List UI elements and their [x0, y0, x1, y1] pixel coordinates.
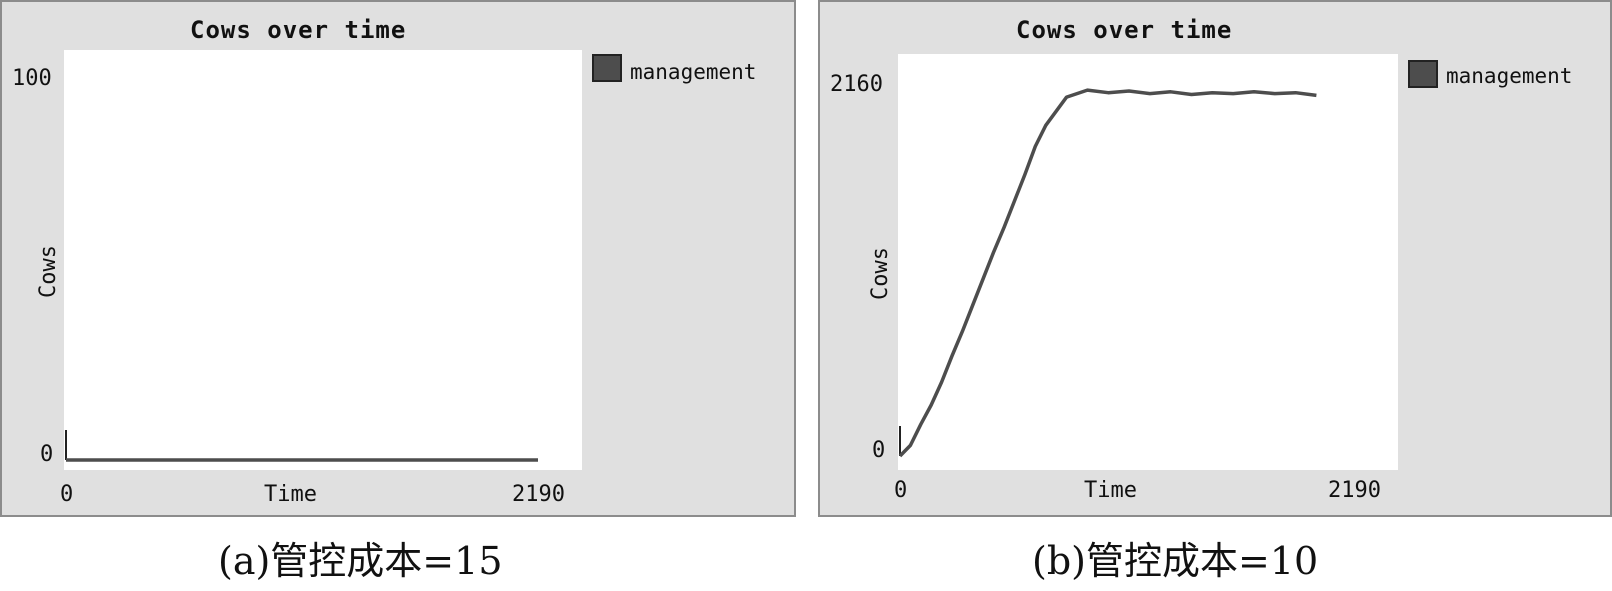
x-tick-label-min: 0: [60, 482, 74, 507]
x-tick-label-max: 2190: [512, 482, 565, 507]
plot-area: [64, 50, 582, 470]
chart-panel-b: Cows over time 2160 0 0 2190 Time Cows m…: [818, 0, 1612, 517]
y-tick-label-min: 0: [872, 438, 886, 463]
y-tick-label-max: 100: [12, 66, 52, 91]
series-line-management: [898, 88, 1317, 458]
y-axis-title: Cows: [868, 247, 893, 300]
y-tick-label-max: 2160: [830, 72, 883, 97]
plot-svg: [65, 430, 538, 462]
chart-title: Cows over time: [1016, 16, 1233, 44]
chart-panel-a: Cows over time 100 0 0 2190 Time Cows ma…: [0, 0, 796, 517]
y-tick-label-min: 0: [40, 442, 54, 467]
plot-area: [898, 54, 1398, 470]
x-axis-title: Time: [264, 482, 317, 507]
x-tick-label-min: 0: [894, 478, 908, 503]
plot-svg: [898, 88, 1317, 458]
caption-a: (a)管控成本=15: [218, 539, 503, 583]
chart-title: Cows over time: [190, 16, 407, 44]
legend-label-management: management: [1446, 64, 1573, 88]
legend-label-management: management: [630, 60, 757, 84]
x-tick-label-max: 2190: [1328, 478, 1381, 503]
x-axis-title: Time: [1084, 478, 1137, 503]
y-axis-title: Cows: [36, 245, 61, 298]
legend-swatch-management: [1408, 60, 1438, 88]
legend-swatch-management: [592, 54, 622, 82]
caption-b: (b)管控成本=10: [1032, 539, 1319, 583]
